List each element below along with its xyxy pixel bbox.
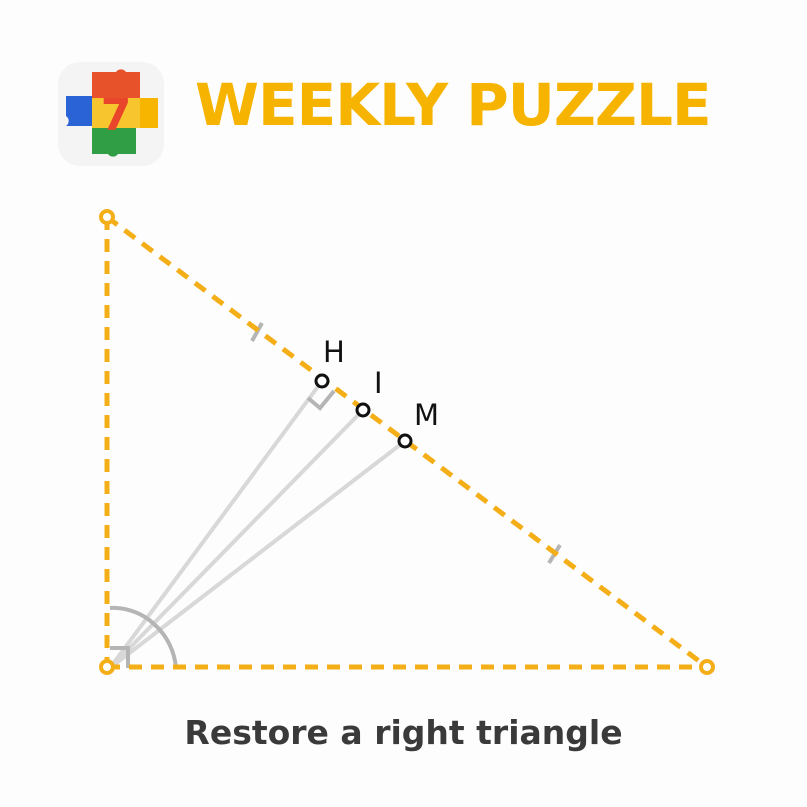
vertex-top [99,209,115,225]
right-angle-mark-h [306,389,336,411]
page-title: WEEKLY PUZZLE [195,71,712,139]
median-line [108,439,407,670]
angle-bisector-line [108,408,365,670]
right-angle-mark-vertex [110,646,130,668]
label-h: H [323,335,345,369]
caption: Restore a right triangle [184,713,623,752]
altitude-line [108,379,324,670]
label-i: I [374,366,383,400]
point-h [314,373,330,389]
point-i [355,402,371,418]
vertex-bottom-right [699,659,715,675]
angle-arc-outer [109,605,156,626]
vertex-right-angle [99,659,115,675]
point-m [397,433,413,449]
angle-arc-inner [152,622,178,669]
puzzle-logo-icon: 7 [58,62,164,166]
svg-text:7: 7 [101,90,132,141]
label-m: M [414,398,439,432]
